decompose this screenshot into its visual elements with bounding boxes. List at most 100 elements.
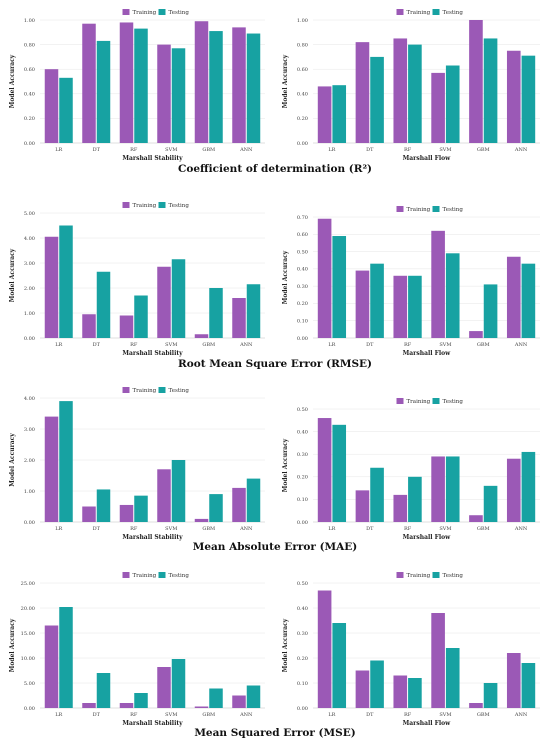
y-tick-label: 0.20: [24, 116, 35, 122]
x-tick-label: LR: [328, 342, 335, 348]
legend-swatch-training: [396, 206, 404, 212]
y-tick-label: 4.00: [24, 236, 35, 242]
y-tick-label: 0.00: [297, 706, 308, 712]
y-tick-label: 2.00: [24, 458, 35, 464]
x-tick-label: ANN: [239, 712, 253, 718]
y-tick-label: 0.30: [297, 452, 308, 458]
y-axis-label: Model Accuracy: [9, 618, 16, 672]
x-tick-label: SVM: [165, 526, 177, 532]
x-tick-label: RF: [130, 526, 138, 532]
y-tick-label: 5.00: [24, 681, 35, 687]
legend-label-training: Training: [133, 10, 157, 16]
legend-swatch-training: [122, 572, 130, 578]
testing-bar-svm: [445, 253, 460, 338]
x-tick-label: RF: [404, 147, 412, 153]
training-bar-dt: [355, 42, 370, 143]
x-tick-label: GBM: [202, 712, 215, 718]
training-bar-rf: [119, 315, 134, 338]
testing-bar-lr: [332, 85, 347, 143]
testing-bar-svm: [445, 456, 460, 522]
testing-bar-ann: [246, 33, 261, 143]
legend-swatch-training: [122, 387, 130, 393]
training-bar-rf: [119, 703, 134, 708]
training-bar-dt: [82, 314, 96, 338]
testing-bar-ann: [521, 451, 536, 522]
x-tick-label: LR: [328, 712, 335, 718]
testing-bar-dt: [370, 56, 384, 143]
testing-bar-rf: [134, 28, 148, 143]
x-tick-label: ANN: [239, 147, 253, 153]
x-tick-label: ANN: [239, 526, 253, 532]
x-tick-label: RF: [130, 342, 138, 348]
x-axis-label: Marshall Flow: [403, 155, 452, 162]
legend-swatch-training: [122, 202, 130, 208]
caption-r2: Coefficient of determination (R²): [178, 163, 372, 175]
x-tick-label: SVM: [439, 147, 451, 153]
legend-label-testing: Testing: [443, 10, 464, 16]
testing-bar-gbm: [209, 494, 223, 522]
testing-bar-gbm: [483, 485, 498, 522]
y-tick-label: 25.00: [21, 581, 35, 587]
testing-bar-gbm: [483, 683, 498, 708]
y-tick-label: 1.00: [24, 311, 35, 317]
x-tick-label: GBM: [202, 526, 215, 532]
y-tick-label: 0.10: [297, 681, 308, 687]
testing-bar-lr: [332, 236, 347, 338]
x-tick-label: LR: [328, 147, 335, 153]
x-tick-label: GBM: [477, 147, 490, 153]
training-bar-lr: [44, 236, 59, 338]
x-tick-label: LR: [55, 712, 62, 718]
testing-bar-lr: [332, 424, 347, 522]
y-tick-label: 0.40: [297, 92, 308, 98]
y-tick-label: 0.80: [297, 42, 308, 48]
training-bar-svm: [157, 266, 171, 338]
x-tick-label: GBM: [477, 712, 490, 718]
legend-swatch-training: [396, 9, 404, 15]
x-tick-label: DT: [366, 526, 374, 532]
y-tick-label: 3.00: [24, 427, 35, 433]
legend-swatch-testing: [158, 202, 166, 208]
testing-bar-lr: [59, 77, 73, 143]
caption-mae: Mean Absolute Error (MAE): [193, 541, 358, 553]
testing-bar-rf: [408, 476, 422, 522]
legend-label-testing: Testing: [169, 388, 190, 394]
y-tick-label: 3.00: [24, 261, 35, 267]
x-tick-label: GBM: [202, 147, 215, 153]
y-tick-label: 0.50: [297, 581, 308, 587]
training-bar-lr: [317, 86, 332, 143]
training-bar-gbm: [469, 515, 483, 522]
y-tick-label: 0.20: [297, 116, 308, 122]
x-tick-label: LR: [55, 526, 62, 532]
x-axis-label: Marshall Stability: [122, 534, 183, 541]
legend-swatch-testing: [158, 9, 166, 15]
training-bar-svm: [431, 72, 445, 143]
training-bar-dt: [355, 670, 370, 708]
training-bar-rf: [393, 494, 408, 522]
testing-bar-gbm: [483, 284, 498, 338]
testing-bar-dt: [370, 660, 384, 708]
training-bar-ann: [232, 298, 246, 338]
y-tick-label: 0.00: [24, 706, 35, 712]
y-tick-label: 0.40: [24, 92, 35, 98]
x-tick-label: ANN: [239, 342, 253, 348]
testing-bar-lr: [59, 401, 73, 522]
y-tick-label: 15.00: [21, 631, 35, 637]
y-axis-label: Model Accuracy: [282, 438, 289, 492]
x-axis-label: Marshall Flow: [403, 350, 452, 357]
x-tick-label: RF: [130, 712, 138, 718]
y-tick-label: 0.40: [297, 429, 308, 435]
x-tick-label: LR: [55, 342, 62, 348]
x-tick-label: SVM: [165, 712, 177, 718]
training-bar-svm: [157, 44, 171, 143]
x-tick-label: DT: [93, 526, 101, 532]
training-bar-rf: [119, 504, 134, 522]
training-bar-svm: [431, 613, 445, 708]
y-tick-label: 0.60: [24, 67, 35, 73]
x-tick-label: DT: [93, 712, 101, 718]
testing-bar-dt: [370, 467, 384, 522]
testing-bar-rf: [134, 295, 148, 338]
legend-label-training: Training: [133, 388, 157, 394]
training-bar-lr: [44, 416, 59, 522]
caption-rmse: Root Mean Square Error (RMSE): [178, 358, 372, 370]
